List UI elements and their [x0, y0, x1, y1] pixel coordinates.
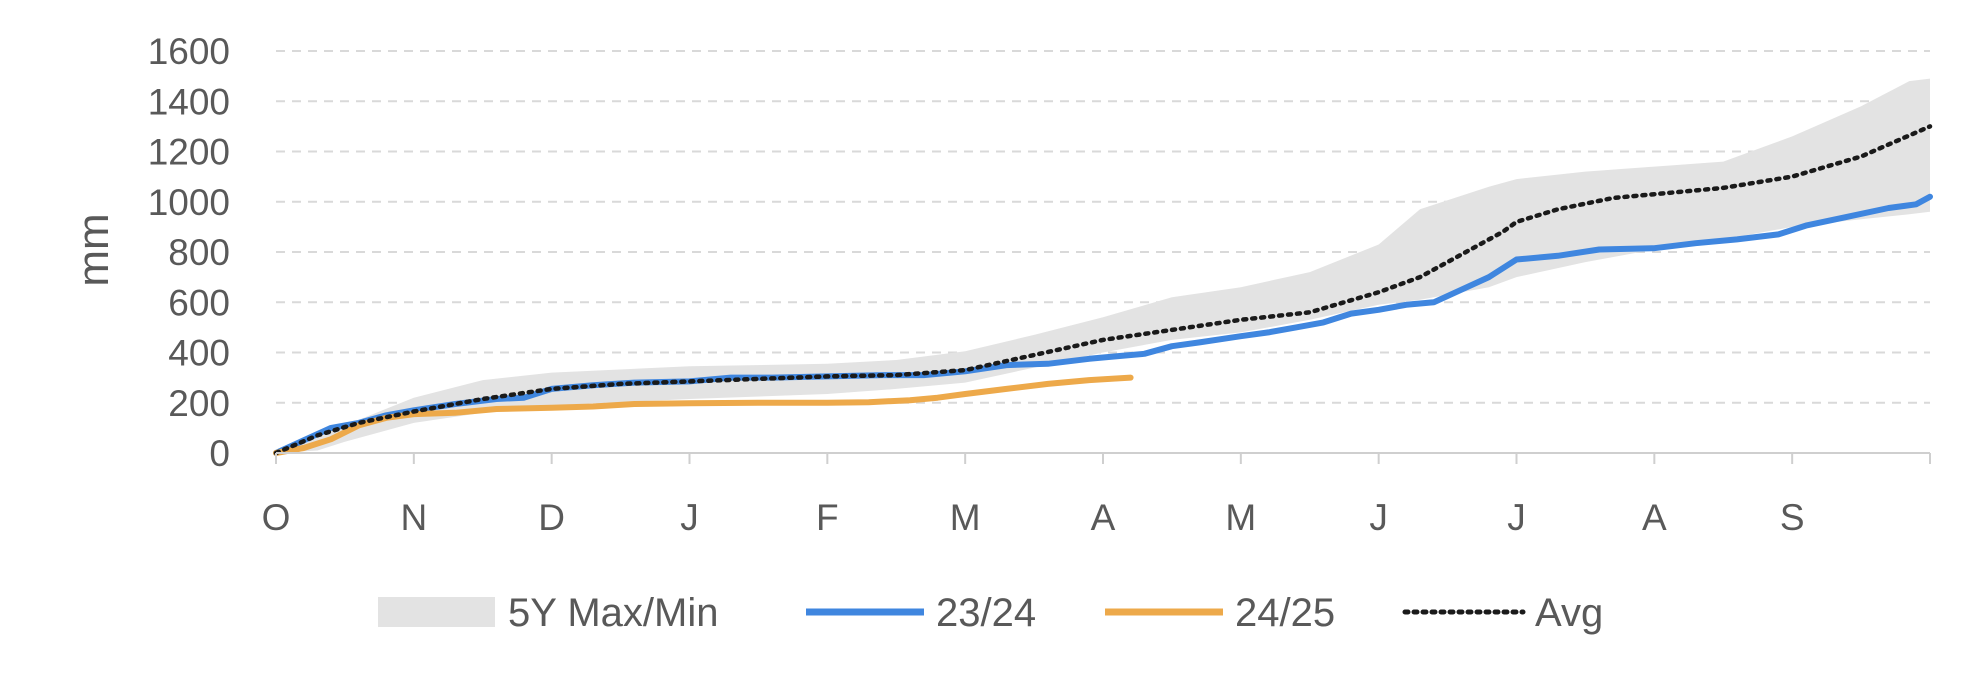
y-tick-label: 0 — [209, 433, 230, 474]
x-tick-label: M — [1225, 497, 1256, 538]
legend-label: Avg — [1535, 591, 1603, 635]
x-tick-label: J — [680, 497, 699, 538]
y-tick-label: 1200 — [148, 132, 230, 173]
y-tick-label: 1400 — [148, 81, 230, 122]
y-tick-label: 400 — [168, 333, 230, 374]
series-line-avg — [273, 124, 1933, 456]
y-axis-ticks: 0 200 400 600 800 1000 1200 1400 1600 — [148, 31, 230, 474]
x-tick-label: A — [1091, 497, 1116, 538]
y-tick-label: 1000 — [148, 182, 230, 223]
y-tick-label: 1600 — [148, 31, 230, 72]
x-tick-label: A — [1642, 497, 1667, 538]
legend: 5Y Max/Min 23/24 24/25 Avg — [378, 591, 1603, 635]
series-line-23-24 — [273, 193, 1933, 456]
legend-label: 24/25 — [1235, 591, 1335, 635]
legend-label: 23/24 — [936, 591, 1036, 635]
y-tick-label: 200 — [168, 383, 230, 424]
x-tick-label: M — [950, 497, 981, 538]
legend-swatch-band — [378, 597, 495, 627]
x-tick-label: S — [1780, 497, 1805, 538]
x-tick-label: F — [816, 497, 839, 538]
x-tick-label: N — [400, 497, 427, 538]
y-tick-label: 600 — [168, 282, 230, 323]
x-tick-label: D — [538, 497, 565, 538]
x-tick-label: J — [1507, 497, 1526, 538]
y-axis-label: mm — [69, 213, 118, 286]
y-tick-label: 800 — [168, 232, 230, 273]
x-tick-label: O — [262, 497, 291, 538]
legend-label: 5Y Max/Min — [508, 591, 718, 635]
plot-area — [273, 78, 1933, 456]
x-tick-label: J — [1369, 497, 1388, 538]
